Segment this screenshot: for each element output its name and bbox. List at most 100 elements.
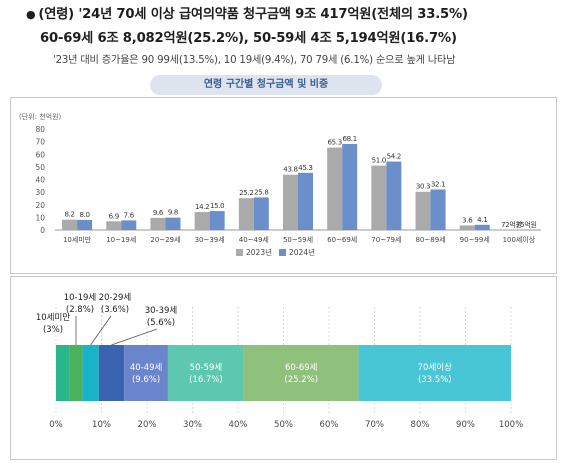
bar-2024 bbox=[254, 197, 269, 230]
bar-2023 bbox=[195, 212, 210, 230]
y-tick-label: 20 bbox=[35, 201, 45, 210]
bar-value-label: 8.2 bbox=[64, 211, 74, 219]
segment-name-label: 40-49세 bbox=[130, 363, 163, 373]
bar-value-label: 9.6 bbox=[153, 209, 164, 217]
legend-label-2024: 2024년 bbox=[289, 247, 315, 257]
share-segment bbox=[124, 345, 168, 401]
x-tick-label: 10% bbox=[92, 420, 111, 430]
segment-name-label: 20-29세 bbox=[99, 293, 132, 303]
bar-2024 bbox=[77, 220, 92, 230]
bar-2023 bbox=[106, 221, 121, 230]
segment-pct-label: (3.6%) bbox=[101, 305, 129, 315]
bar-2023 bbox=[460, 225, 475, 230]
bar-value-label: 45.3 bbox=[298, 164, 312, 172]
bar-2024 bbox=[475, 225, 490, 230]
x-tick-label: 70% bbox=[365, 420, 384, 430]
segment-pct-label: (5.6%) bbox=[147, 318, 175, 328]
bar-2024 bbox=[431, 189, 446, 230]
x-category-label: 30~39세 bbox=[195, 235, 225, 244]
x-category-label: 10세미만 bbox=[63, 235, 92, 244]
bar-2024 bbox=[165, 218, 180, 230]
x-tick-label: 0% bbox=[49, 420, 63, 430]
segment-pct-label: (3%) bbox=[43, 325, 63, 335]
legend-swatch-2023 bbox=[236, 249, 243, 256]
bar-2023 bbox=[283, 175, 298, 230]
bar-value-label: 8.0 bbox=[79, 211, 89, 219]
segment-leader-line bbox=[112, 329, 157, 345]
segment-pct-label: (9.6%) bbox=[132, 375, 160, 385]
x-tick-label: 40% bbox=[229, 420, 248, 430]
bar-2023 bbox=[62, 220, 77, 230]
bar-value-label: 75억원 bbox=[516, 220, 537, 229]
segment-pct-label: (33.5%) bbox=[418, 375, 452, 385]
bar-value-label: 43.8 bbox=[283, 166, 297, 174]
segment-pct-label: (16.7%) bbox=[189, 375, 223, 385]
growth-note: '23년 대비 증가율은 90 99세(13.5%), 10 19세(9.4%)… bbox=[53, 51, 455, 66]
share-stacked-chart-panel: 0%10%20%30%40%50%60%70%80%90%100%10세미만(3… bbox=[10, 276, 557, 460]
bar-value-label: 7.6 bbox=[124, 211, 135, 219]
y-tick-label: 0 bbox=[40, 226, 45, 235]
bar-2024 bbox=[298, 173, 313, 230]
y-tick-label: 10 bbox=[35, 213, 45, 222]
x-category-label: 70~79세 bbox=[371, 235, 401, 244]
y-tick-label: 80 bbox=[35, 125, 45, 134]
bar-value-label: 9.8 bbox=[168, 209, 178, 217]
bar-2024 bbox=[386, 162, 401, 230]
share-segment bbox=[56, 345, 70, 401]
x-category-label: 50~59세 bbox=[283, 235, 313, 244]
bar-2023 bbox=[150, 218, 165, 230]
segment-pct-label: (25.2%) bbox=[284, 375, 318, 385]
y-unit-label: (단위: 천억원) bbox=[19, 112, 62, 121]
segment-name-label: 30-39세 bbox=[145, 306, 178, 316]
bar-2024 bbox=[121, 220, 136, 230]
x-category-label: 10~19세 bbox=[106, 235, 136, 244]
x-tick-label: 30% bbox=[183, 420, 202, 430]
segment-name-label: 10-19세 bbox=[64, 293, 97, 303]
headline-2: 60-69세 6조 8,082억원(25.2%), 50-59세 4조 5,19… bbox=[40, 27, 457, 46]
bar-value-label: 30.3 bbox=[416, 183, 430, 191]
y-tick-label: 30 bbox=[35, 188, 45, 197]
share-segment bbox=[70, 345, 83, 401]
bar-2024 bbox=[210, 211, 225, 230]
x-tick-label: 50% bbox=[274, 420, 293, 430]
bar-value-label: 68.1 bbox=[342, 135, 356, 143]
legend-swatch-2024 bbox=[279, 249, 286, 256]
segment-name-label: 60-69세 bbox=[285, 363, 318, 373]
share-segment bbox=[244, 345, 359, 401]
x-category-label: 20~29세 bbox=[150, 235, 180, 244]
bar-value-label: 4.1 bbox=[477, 216, 487, 224]
bar-value-label: 32.1 bbox=[431, 180, 445, 188]
bar-2023 bbox=[371, 166, 386, 230]
bar-value-label: 51.0 bbox=[372, 157, 386, 165]
bar-2023 bbox=[416, 192, 431, 230]
bar-value-label: 15.0 bbox=[210, 202, 224, 210]
share-segment bbox=[359, 345, 511, 401]
segment-name-label: 70세이상 bbox=[418, 362, 452, 373]
y-tick-label: 40 bbox=[35, 176, 45, 185]
x-category-label: 80~89세 bbox=[415, 235, 445, 244]
headline-1-text: (연령) '24년 70세 이상 급여의약품 청구금액 9조 417억원(전체의… bbox=[38, 7, 467, 22]
bar-value-label: 25.8 bbox=[254, 188, 268, 196]
bar-2024 bbox=[342, 144, 357, 230]
share-stacked-chart: 0%10%20%30%40%50%60%70%80%90%100%10세미만(3… bbox=[11, 277, 556, 459]
bar-value-label: 25.2 bbox=[239, 189, 253, 197]
bar-2023 bbox=[327, 148, 342, 230]
x-tick-label: 60% bbox=[320, 420, 339, 430]
bar-value-label: 6.9 bbox=[109, 212, 119, 220]
chart-title: 연령 구간별 청구금액 및 비중 bbox=[150, 75, 382, 95]
share-segment bbox=[99, 345, 124, 401]
x-tick-label: 90% bbox=[456, 420, 475, 430]
x-tick-label: 20% bbox=[138, 420, 157, 430]
segment-leader-line bbox=[91, 316, 111, 345]
x-category-label: 40~49세 bbox=[239, 235, 269, 244]
segment-pct-label: (2.8%) bbox=[66, 305, 94, 315]
legend-label-2023: 2023년 bbox=[246, 247, 272, 257]
x-category-label: 90~99세 bbox=[460, 235, 490, 244]
x-tick-label: 100% bbox=[499, 420, 523, 430]
x-category-label: 100세이상 bbox=[503, 235, 536, 244]
bullet-icon: ● bbox=[26, 8, 35, 21]
bar-2023 bbox=[239, 198, 254, 230]
y-tick-label: 60 bbox=[35, 150, 45, 159]
